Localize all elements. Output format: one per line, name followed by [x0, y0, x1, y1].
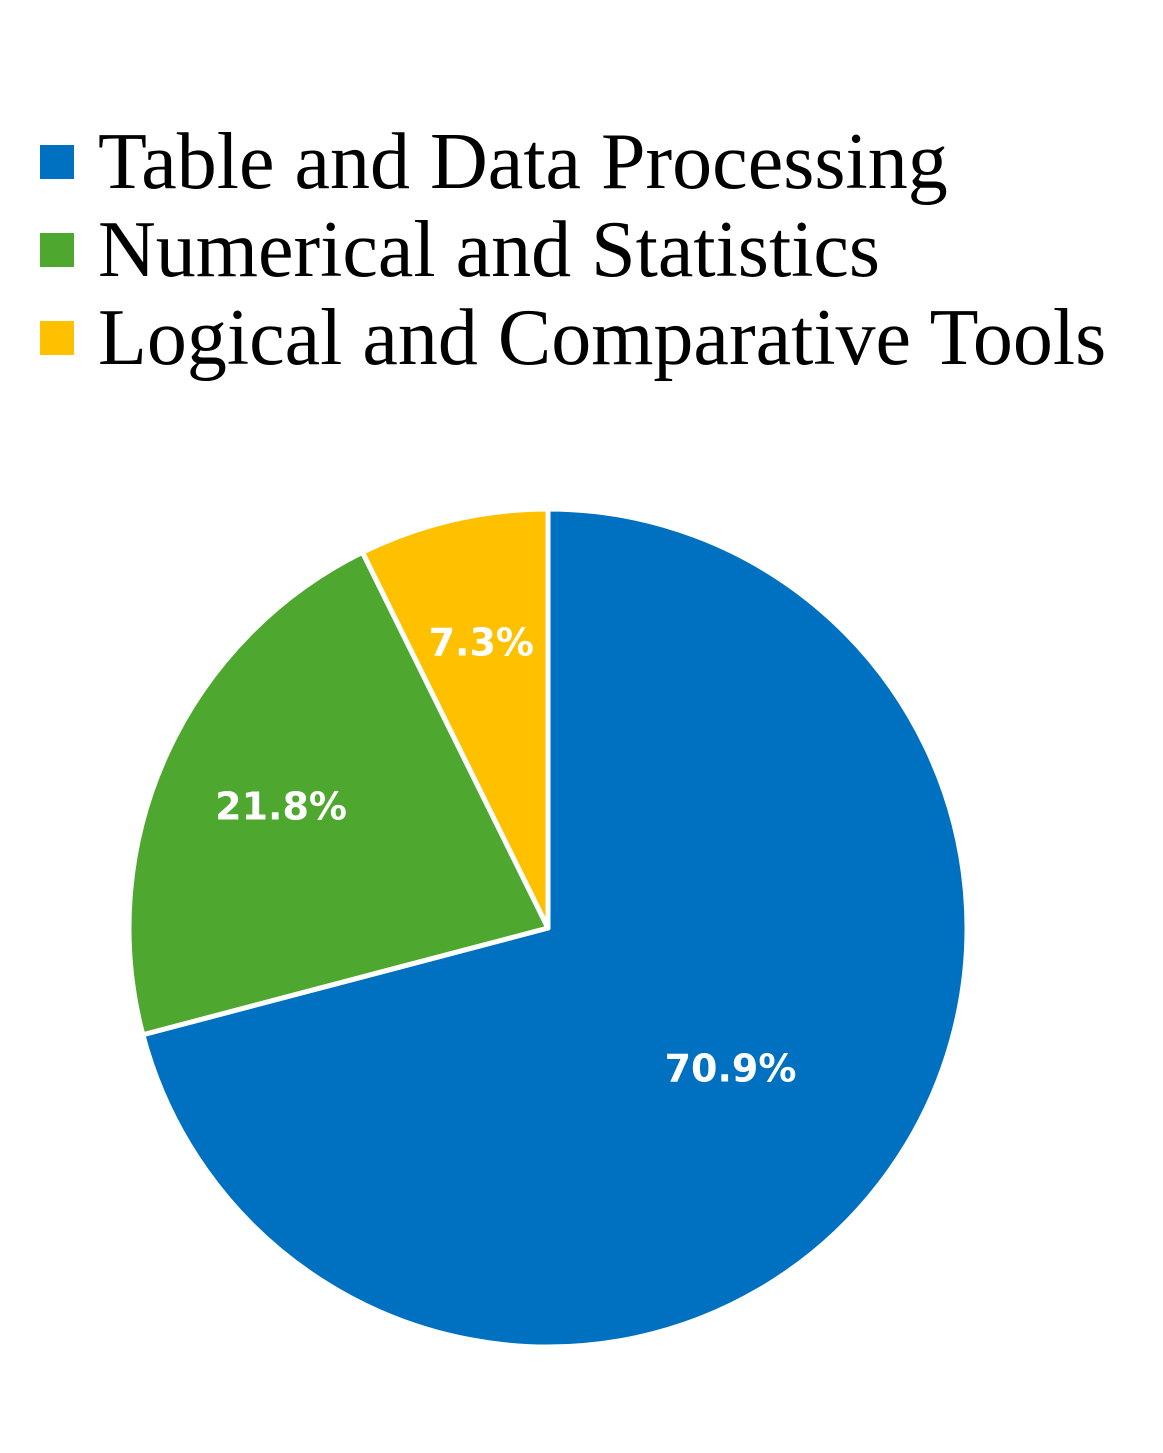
- pie-slice-logical-and-comparative-tools: [359, 506, 551, 931]
- data-label-table-and-data-processing: 70.9%: [665, 1047, 797, 1091]
- pie-slice-table-and-data-processing: [140, 506, 970, 1350]
- data-label-logical-and-comparative-tools: 7.3%: [429, 620, 534, 664]
- legend-swatch-numerical-and-statistics: [40, 233, 74, 267]
- legend: Table and Data Processing Numerical and …: [40, 118, 1106, 382]
- legend-item-numerical-and-statistics: Numerical and Statistics: [40, 206, 1106, 294]
- pie-data-labels: 70.9% 21.8% 7.3%: [215, 620, 796, 1090]
- legend-label-logical-and-comparative-tools: Logical and Comparative Tools: [98, 294, 1107, 382]
- legend-item-logical-and-comparative-tools: Logical and Comparative Tools: [40, 294, 1106, 382]
- pie-slices: [126, 506, 970, 1350]
- pie-slice-numerical-and-statistics: [126, 549, 551, 1038]
- legend-swatch-table-and-data-processing: [40, 145, 74, 179]
- legend-label-table-and-data-processing: Table and Data Processing: [98, 118, 948, 206]
- data-label-numerical-and-statistics: 21.8%: [215, 785, 347, 829]
- legend-item-table-and-data-processing: Table and Data Processing: [40, 118, 1106, 206]
- legend-swatch-logical-and-comparative-tools: [40, 321, 74, 355]
- legend-label-numerical-and-statistics: Numerical and Statistics: [98, 206, 881, 294]
